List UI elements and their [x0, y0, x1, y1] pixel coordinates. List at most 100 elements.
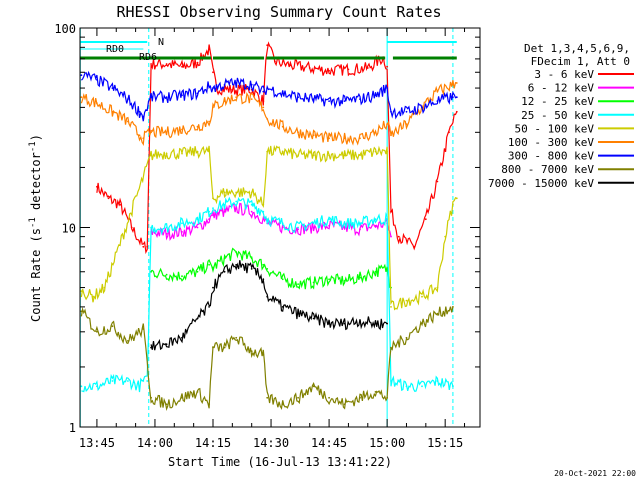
data-point-s6-21: [343, 100, 346, 102]
data-point-s6-27: [421, 106, 423, 109]
legend-item-0: 3 - 6 keV: [534, 68, 634, 81]
legend-label-1: 6 - 12 keV: [528, 82, 595, 95]
data-point-s7-27: [436, 312, 439, 315]
data-point-s2-6: [223, 257, 226, 260]
data-point-s7-13: [250, 350, 253, 352]
data-point-s2-17: [374, 270, 377, 273]
data-point-s5-0: [80, 96, 83, 99]
data-point-s7-16: [281, 403, 284, 406]
data-point-s3-14: [235, 200, 238, 203]
data-point-s6-19: [312, 98, 315, 100]
data-point-s2-5: [212, 266, 214, 269]
data-point-s4-4: [165, 152, 168, 155]
data-point-s4-0: [80, 290, 83, 292]
data-point-s1-8: [250, 210, 253, 213]
data-point-s7-25: [405, 336, 408, 339]
data-point-s3-7: [150, 226, 153, 229]
data-point-s8-6: [223, 270, 226, 273]
data-point-s3-21: [328, 218, 330, 221]
data-point-s5-15: [262, 106, 265, 109]
data-point-s7-28: [452, 306, 454, 308]
data-point-s6-3: [127, 98, 129, 100]
data-point-s0-27: [413, 245, 416, 248]
data-point-s4-12: [262, 203, 265, 206]
data-point-s7-1: [96, 330, 98, 333]
data-point-s1-2: [181, 231, 183, 233]
data-point-s1-3: [196, 226, 199, 229]
data-point-s3-23: [359, 222, 361, 225]
data-point-s8-13: [312, 317, 315, 320]
data-point-s5-7: [165, 131, 168, 134]
data-point-s5-12: [223, 100, 226, 102]
x-tick-label-5: 15:00: [369, 436, 405, 450]
data-point-s5-4: [138, 134, 141, 137]
x-tick-label-6: 15:15: [427, 436, 463, 450]
data-point-s0-28: [424, 218, 427, 221]
data-point-s1-1: [165, 232, 168, 235]
data-point-s1-7: [235, 207, 238, 210]
data-point-s7-9: [208, 403, 211, 406]
data-point-s4-14: [281, 150, 284, 153]
data-point-s3-0: [80, 385, 83, 388]
data-point-s3-28: [421, 385, 423, 388]
chart-title: RHESSI Observing Summary Count Rates: [116, 3, 441, 21]
data-point-s4-28: [455, 197, 458, 200]
data-point-s0-25: [390, 210, 392, 213]
data-point-s7-21: [359, 396, 361, 399]
data-point-s8-12: [297, 312, 299, 315]
data-point-s6-17: [281, 92, 284, 95]
data-point-s1-13: [312, 226, 315, 229]
data-point-s7-12: [235, 336, 238, 339]
data-point-s8-4: [208, 306, 211, 308]
data-point-s8-3: [196, 317, 199, 320]
legend-item-6: 300 - 800 keV: [508, 150, 634, 163]
data-point-s8-16: [359, 320, 361, 322]
series-line-0: [96, 41, 458, 255]
data-point-s5-21: [343, 137, 346, 140]
data-point-s6-30: [455, 96, 458, 99]
data-point-s0-31: [455, 110, 458, 113]
data-point-s8-1: [165, 343, 168, 346]
data-point-s0-29: [436, 180, 439, 183]
data-point-s0-24: [386, 65, 388, 68]
data-point-s4-15: [297, 154, 299, 157]
data-point-s0-5: [146, 245, 149, 248]
data-point-s4-18: [343, 154, 346, 157]
data-point-s2-4: [208, 263, 211, 266]
x-tick-label-1: 14:00: [137, 436, 173, 450]
data-point-s3-1: [96, 385, 98, 388]
data-point-s2-16: [359, 276, 361, 279]
data-point-s4-10: [235, 191, 238, 194]
data-point-s3-17: [266, 218, 269, 221]
data-point-s0-19: [308, 67, 311, 69]
data-point-s2-8: [250, 257, 253, 260]
data-point-s0-26: [397, 235, 400, 238]
data-point-s3-13: [223, 203, 226, 206]
data-point-s4-11: [250, 191, 253, 194]
data-point-s6-14: [250, 83, 253, 86]
data-point-s3-11: [208, 210, 211, 213]
data-point-s5-24: [386, 123, 388, 125]
data-point-s0-22: [366, 67, 369, 69]
data-point-s4-5: [181, 152, 183, 155]
data-point-s8-7: [235, 263, 238, 266]
data-point-s2-11: [281, 278, 284, 281]
data-point-s8-10: [266, 295, 269, 298]
data-point-s2-3: [196, 270, 199, 273]
data-point-s0-4: [142, 245, 145, 248]
data-point-s7-20: [343, 403, 346, 406]
data-point-s3-3: [127, 380, 129, 382]
data-point-s6-24: [386, 87, 388, 89]
data-point-s1-17: [374, 224, 377, 227]
data-point-s6-25: [390, 110, 392, 113]
data-point-s6-8: [181, 94, 183, 97]
data-point-s5-22: [359, 137, 361, 140]
data-point-s5-11: [212, 106, 214, 109]
legend: Det 1,3,4,5,6,9, FDecim 1, Att 0 3 - 6 k…: [488, 42, 634, 190]
data-point-s3-26: [390, 380, 392, 382]
data-point-s2-1: [165, 273, 168, 276]
legend-label-8: 7000 - 15000 keV: [488, 177, 594, 190]
data-point-s8-9: [262, 278, 265, 281]
data-point-s1-19: [390, 235, 392, 238]
data-point-s4-16: [312, 154, 315, 157]
